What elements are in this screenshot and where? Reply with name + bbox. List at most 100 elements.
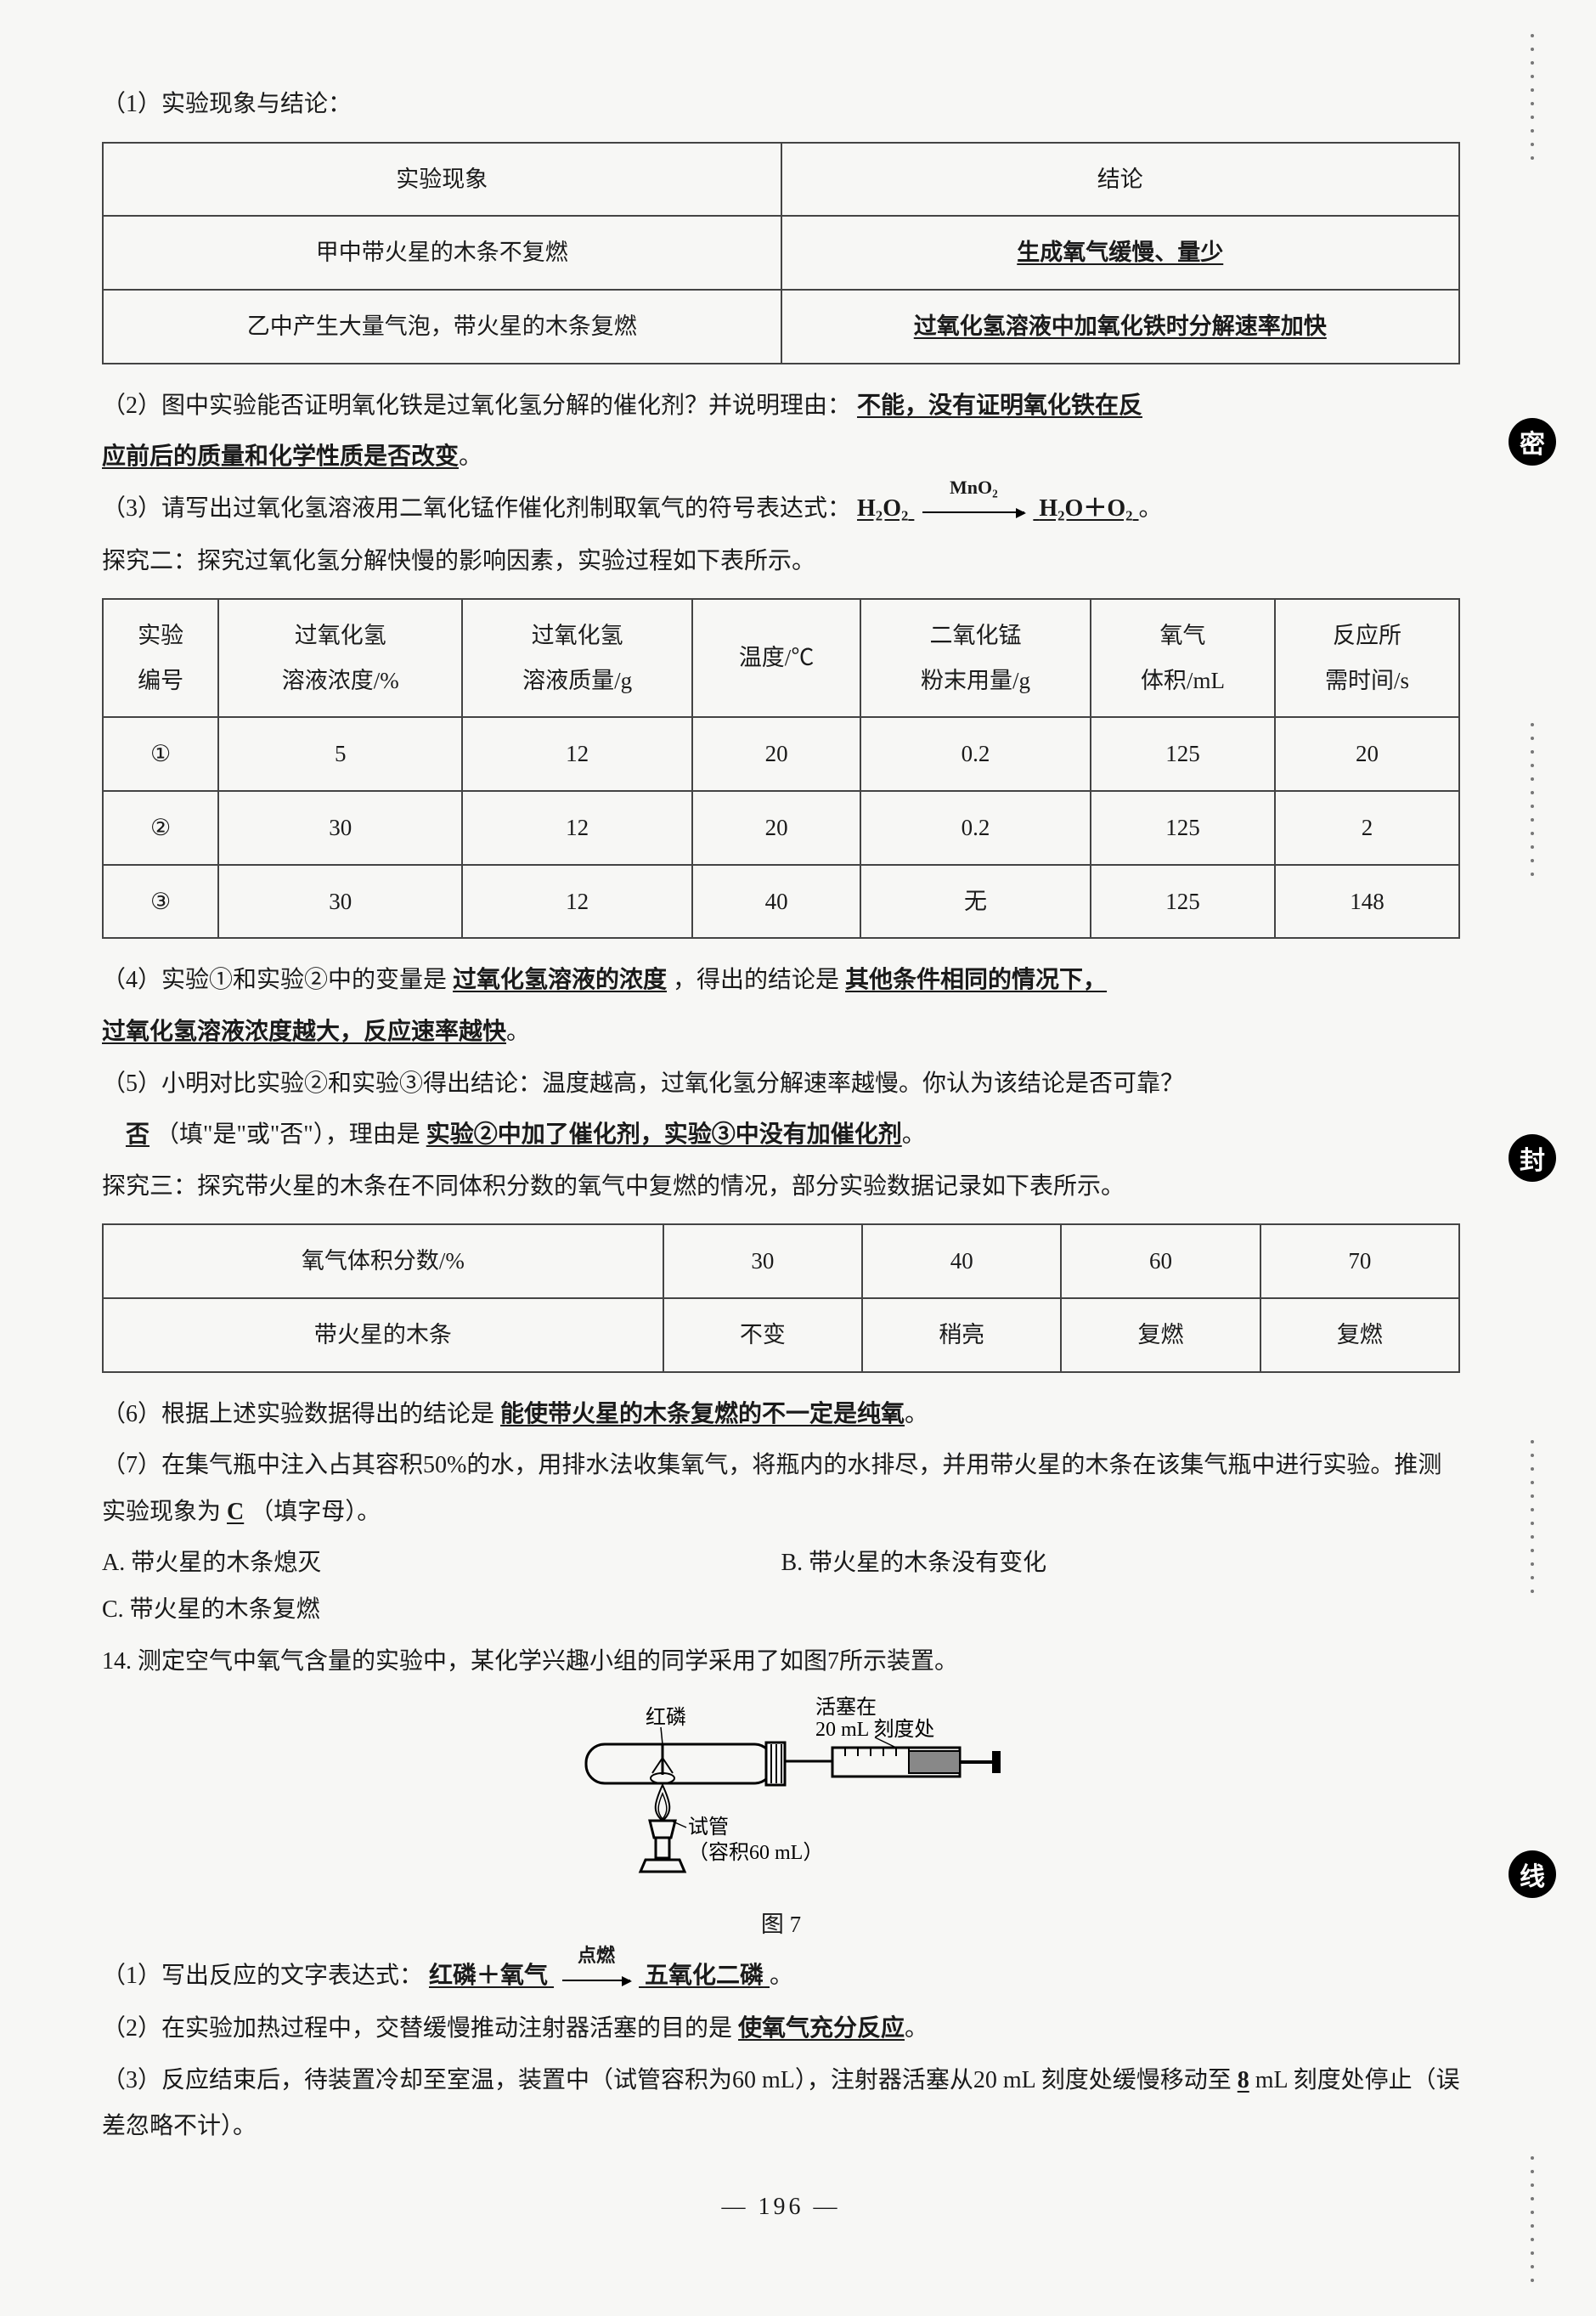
table-row: 实验现象 结论 — [103, 143, 1459, 217]
cell-concl: 过氧化氢溶液中加氧化铁时分解速率加快 — [781, 290, 1460, 364]
table-row: ② 30 12 20 0.2 125 2 — [103, 791, 1459, 865]
cell-concl: 生成氧气缓慢、量少 — [781, 216, 1460, 290]
cell: ② — [103, 791, 218, 865]
th: 氧气体积分数/% — [103, 1224, 663, 1298]
reaction-arrow: MnO₂ — [914, 487, 1033, 534]
cell-phen: 甲中带火星的木条不复燃 — [103, 216, 781, 290]
table-row: 乙中产生大量气泡，带火星的木条复燃 过氧化氢溶液中加氧化铁时分解速率加快 — [103, 290, 1459, 364]
tail: 。 — [905, 1401, 928, 1427]
tail: 。 — [902, 1121, 926, 1148]
q14-2-a: （2）在实验加热过程中，交替缓慢推动注射器活塞的目的是 — [102, 2015, 732, 2042]
cell: 12 — [462, 791, 692, 865]
q14-text: 14. 测定空气中氧气含量的实验中，某化学兴趣小组的同学采用了如图7所示装置。 — [102, 1648, 958, 1675]
q5-b: （填"是"或"否"），理由是 — [155, 1121, 420, 1148]
figure-caption: 图 7 — [102, 1902, 1460, 1947]
cell: 12 — [462, 865, 692, 939]
label-capacity: （容积60 mL） — [688, 1841, 823, 1864]
cell: 不变 — [663, 1298, 862, 1372]
cell: 复燃 — [1061, 1298, 1260, 1372]
cell: 20 — [692, 717, 860, 791]
cell: 带火星的木条 — [103, 1298, 663, 1372]
th: 过氧化氢 溶液质量/g — [462, 599, 692, 717]
cell: 148 — [1275, 865, 1459, 939]
q4-line2: 过氧化氢溶液浓度越大，反应速率越快。 — [102, 1009, 1460, 1056]
th: 氧气 体积/mL — [1091, 599, 1275, 717]
q4-line1: （4）实验①和实验②中的变量是 过氧化氢溶液的浓度 ，得出的结论是 其他条件相同… — [102, 957, 1460, 1004]
answer: 过氧化氢溶液浓度越大，反应速率越快 — [102, 1019, 506, 1045]
cell: 0.2 — [860, 717, 1091, 791]
label-red-p: 红磷 — [646, 1706, 686, 1729]
cell: 30 — [218, 865, 462, 939]
th: 反应所 需时间/s — [1275, 599, 1459, 717]
probe2: 探究二：探究过氧化氢分解快慢的影响因素，实验过程如下表所示。 — [102, 539, 1460, 585]
condition-label: 点燃 — [554, 1938, 639, 1974]
q2-line1: （2）图中实验能否证明氧化铁是过氧化氢分解的催化剂？并说明理由： 不能，没有证明… — [102, 383, 1460, 430]
q1-lead: （1）实验现象与结论： — [102, 82, 1460, 128]
th-conclusion: 结论 — [781, 143, 1460, 217]
q6-line: （6）根据上述实验数据得出的结论是 能使带火星的木条复燃的不一定是纯氧。 — [102, 1392, 1460, 1438]
cell-phen: 乙中产生大量气泡，带火星的木条复燃 — [103, 290, 781, 364]
cell: 5 — [218, 717, 462, 791]
th: 实验 编号 — [103, 599, 218, 717]
th: 40 — [862, 1224, 1061, 1298]
q6-a: （6）根据上述实验数据得出的结论是 — [102, 1401, 494, 1427]
dot-col — [1531, 2156, 1534, 2282]
q7-options: A. 带火星的木条熄灭 B. 带火星的木条没有变化 C. 带火星的木条复燃 — [102, 1540, 1460, 1633]
answer: 8 — [1238, 2067, 1249, 2093]
cell: 12 — [462, 717, 692, 791]
table-oxygen-fraction: 氧气体积分数/% 30 40 60 70 带火星的木条 不变 稍亮 复燃 复燃 — [102, 1223, 1460, 1372]
dot-col — [1531, 34, 1534, 160]
q3-line: （3）请写出过氧化氢溶液用二氧化锰作催化剂制取氧气的符号表达式： H₂O₂ Mn… — [102, 486, 1460, 534]
label-tube: 试管 — [688, 1816, 729, 1839]
dot-col — [1531, 723, 1534, 876]
cell: 稍亮 — [862, 1298, 1061, 1372]
cell: 125 — [1091, 791, 1275, 865]
answer-equation: H₂O₂ MnO₂ H₂O＋O₂ — [857, 495, 1139, 522]
cell: 2 — [1275, 791, 1459, 865]
table-row: 氧气体积分数/% 30 40 60 70 — [103, 1224, 1459, 1298]
option-c: C. 带火星的木条复燃 — [102, 1587, 781, 1634]
tail: 。 — [459, 443, 482, 470]
eq-rhs: H₂O＋O₂ — [1039, 495, 1132, 522]
q4-a: （4）实验①和实验②中的变量是 — [102, 967, 447, 993]
cell: 125 — [1091, 865, 1275, 939]
q14-3: （3）反应结束后，待装置冷却至室温，装置中（试管容积为60 mL），注射器活塞从… — [102, 2058, 1460, 2150]
answer: 应前后的质量和化学性质是否改变 — [102, 443, 459, 470]
content-body: （1）实验现象与结论： 实验现象 结论 甲中带火星的木条不复燃 生成氧气缓慢、量… — [102, 82, 1460, 2231]
q14-1-a: （1）写出反应的文字表达式： — [102, 1963, 423, 1989]
answer: 实验②中加了催化剂，实验③中没有加催化剂 — [426, 1121, 902, 1148]
table-phenomena: 实验现象 结论 甲中带火星的木条不复燃 生成氧气缓慢、量少 乙中产生大量气泡，带… — [102, 142, 1460, 364]
cell: 40 — [692, 865, 860, 939]
cell: 20 — [1275, 717, 1459, 791]
eq-lhs: H₂O₂ — [857, 495, 908, 522]
answer: 其他条件相同的情况下， — [845, 967, 1107, 993]
q5-line1: （5）小明对比实验②和实验③得出结论：温度越高，过氧化氢分解速率越慢。你认为该结… — [102, 1061, 1460, 1108]
answer: 否 — [126, 1121, 149, 1148]
table-row: ③ 30 12 40 无 125 148 — [103, 865, 1459, 939]
th: 温度/℃ — [692, 599, 860, 717]
th: 30 — [663, 1224, 862, 1298]
q2-line2: 应前后的质量和化学性质是否改变。 — [102, 434, 1460, 481]
th-phenomenon: 实验现象 — [103, 143, 781, 217]
tail: 。 — [506, 1019, 530, 1045]
answer-equation: 红磷＋氧气 点燃 五氧化二磷 — [429, 1963, 770, 1989]
answer: 过氧化氢溶液的浓度 — [453, 967, 667, 993]
cell: 0.2 — [860, 791, 1091, 865]
cell: 30 — [218, 791, 462, 865]
table-row: ① 5 12 20 0.2 125 20 — [103, 717, 1459, 791]
probe3: 探究三：探究带火星的木条在不同体积分数的氧气中复燃的情况，部分实验数据记录如下表… — [102, 1164, 1460, 1211]
tail: 。 — [1139, 495, 1163, 522]
figure-7: 红磷 活塞在 20 mL 刻度处 试管 （容积60 mL） 图 7 — [102, 1693, 1460, 1946]
tail: 。 — [905, 2015, 928, 2042]
badge-xian: 线 — [1509, 1850, 1556, 1898]
binding-marks: 密 封 线 — [1520, 34, 1545, 2282]
page: 密 封 线 （1）实验现象与结论： 实验现象 结论 甲中带火星的木条不复燃 生成… — [0, 0, 1596, 2316]
q14-3-a: （3）反应结束后，待装置冷却至室温，装置中（试管容积为60 mL），注射器活塞从… — [102, 2067, 1232, 2093]
q3-text: （3）请写出过氧化氢溶液用二氧化锰作催化剂制取氧气的符号表达式： — [102, 495, 851, 522]
eq-lhs: 红磷＋氧气 — [429, 1963, 548, 1989]
cell: 复燃 — [1260, 1298, 1459, 1372]
dot-col — [1531, 1440, 1534, 1593]
table-row: 实验 编号 过氧化氢 溶液浓度/% 过氧化氢 溶液质量/g 温度/℃ 二氧化锰 … — [103, 599, 1459, 717]
table-experiments: 实验 编号 过氧化氢 溶液浓度/% 过氧化氢 溶液质量/g 温度/℃ 二氧化锰 … — [102, 598, 1460, 939]
q14-2: （2）在实验加热过程中，交替缓慢推动注射器活塞的目的是 使氧气充分反应。 — [102, 2006, 1460, 2053]
